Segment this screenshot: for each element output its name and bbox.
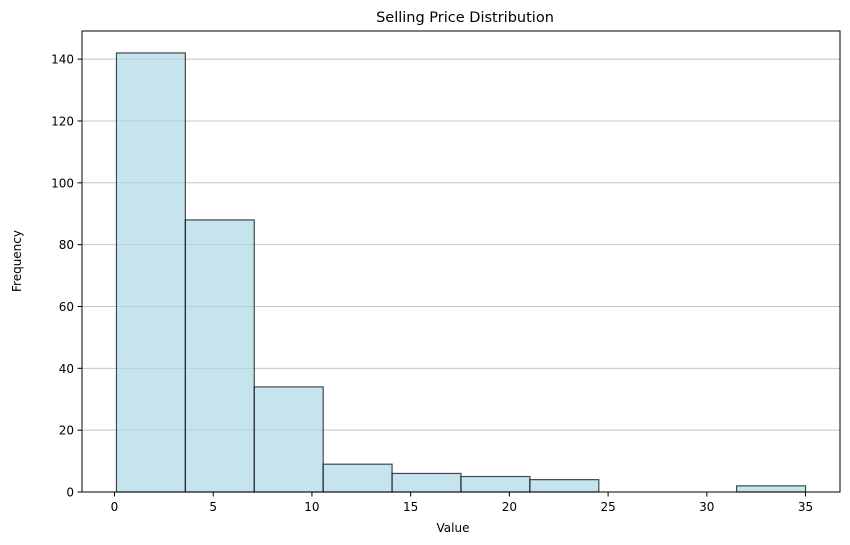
y-tick-label-60: 60: [59, 300, 74, 314]
histogram-bar-6: [460, 475, 531, 493]
y-axis-ticks: 0 20 40 60 80 100 120 140: [51, 53, 82, 500]
x-tick-label-0: 0: [111, 500, 119, 514]
x-tick-label-5: 5: [209, 500, 217, 514]
histogram-bar-3: [253, 386, 324, 493]
y-tick-label-120: 120: [51, 114, 74, 128]
x-tick-label-10: 10: [304, 500, 319, 514]
x-tick-label-20: 20: [502, 500, 517, 514]
y-tick-label-40: 40: [59, 362, 74, 376]
plot-frame: [81, 30, 841, 493]
x-axis-ticks: 0 5 10 15 20 25 30 35: [111, 492, 813, 514]
x-tick-label-30: 30: [699, 500, 714, 514]
y-tick-label-80: 80: [59, 238, 74, 252]
histogram-bar-1: [115, 52, 186, 493]
x-tick-label-15: 15: [403, 500, 418, 514]
x-tick-label-25: 25: [600, 500, 615, 514]
histogram-bars: [115, 52, 807, 493]
chart-title: Selling Price Distribution: [376, 10, 554, 26]
y-axis-label: Frequency: [10, 230, 24, 292]
histogram-bar-2: [184, 219, 255, 493]
x-axis-label: Value: [437, 521, 470, 535]
y-tick-label-140: 140: [51, 53, 74, 67]
x-tick-label-35: 35: [798, 500, 813, 514]
y-tick-label-100: 100: [51, 176, 74, 190]
histogram-bar-10: [736, 485, 807, 493]
y-tick-label-20: 20: [59, 424, 74, 438]
histogram-bar-5: [391, 472, 462, 493]
histogram-bar-4: [322, 463, 393, 493]
histogram-bar-7: [529, 479, 600, 493]
y-tick-label-0: 0: [66, 486, 74, 500]
